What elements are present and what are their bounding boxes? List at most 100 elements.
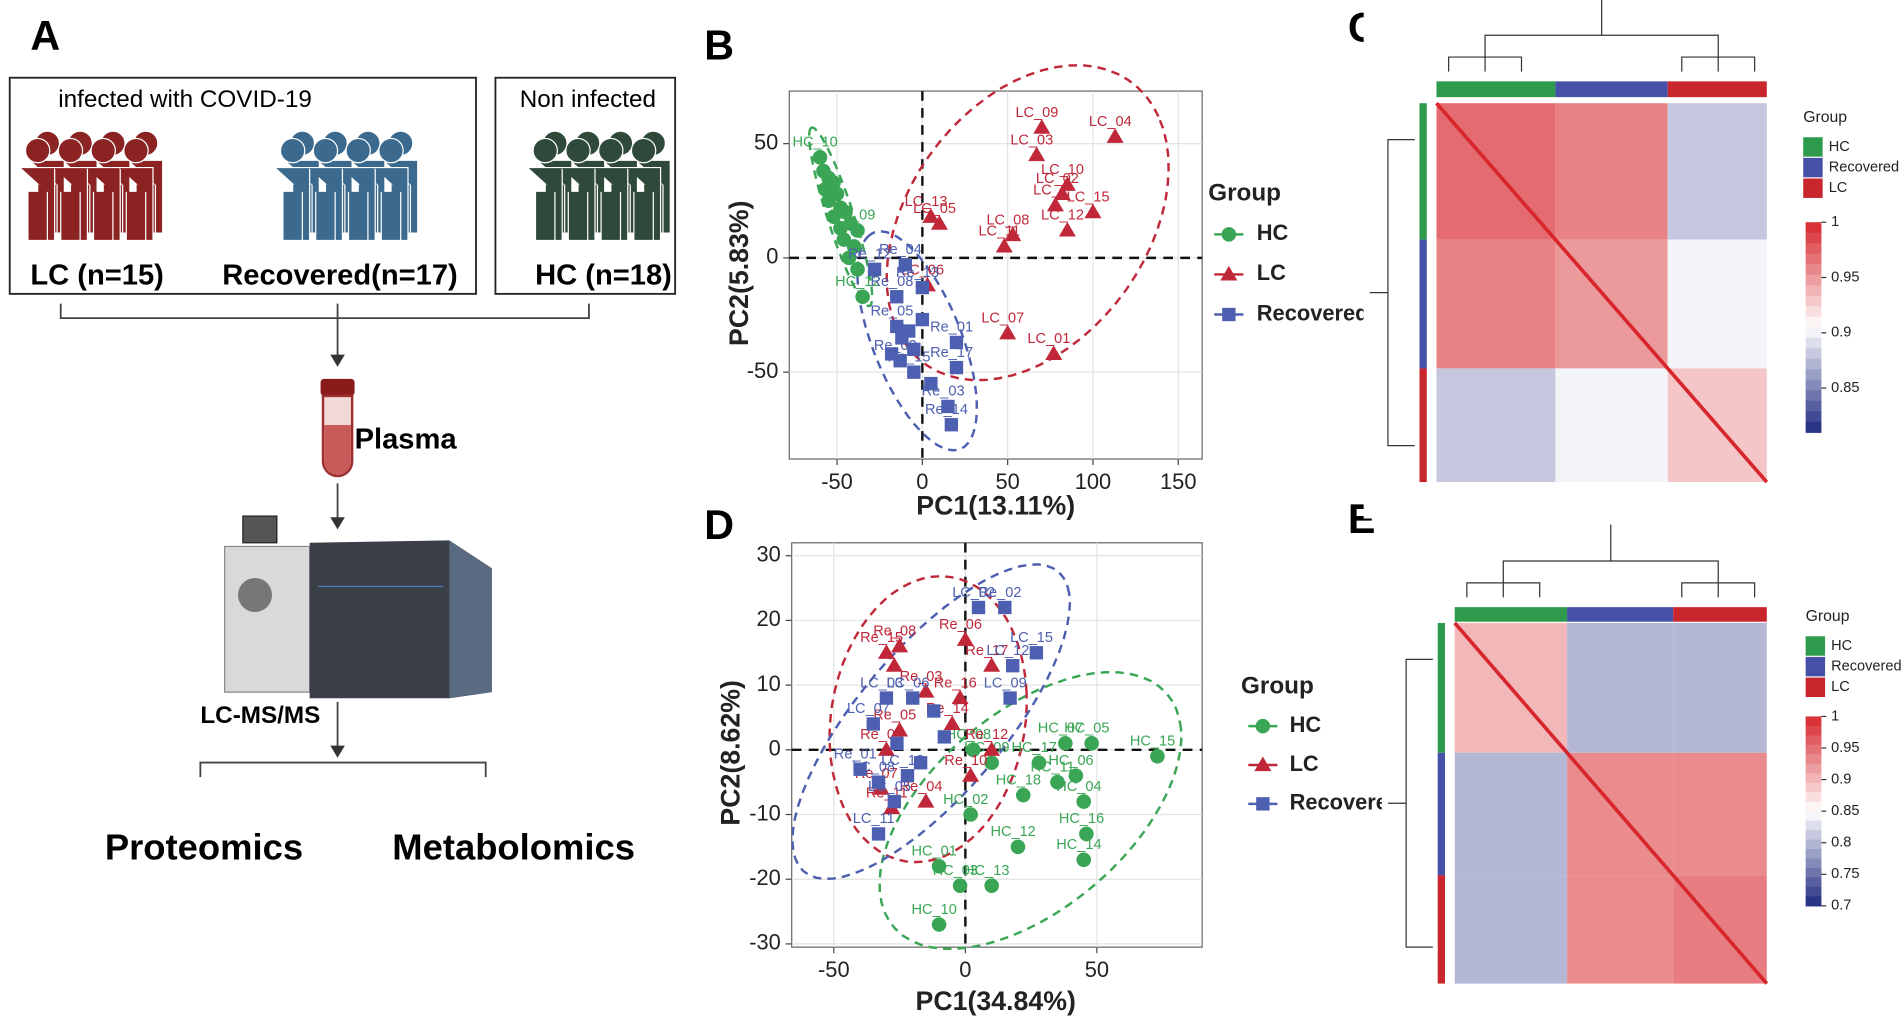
arrow <box>330 354 345 367</box>
colorbar-step <box>1805 295 1822 307</box>
colorbar-step <box>1805 274 1822 286</box>
colorbar-step <box>1805 348 1822 360</box>
colorbar-step <box>1805 811 1822 822</box>
label: LC-MS/MS <box>200 702 320 729</box>
group-bar <box>1437 875 1445 984</box>
colorbar-label: 0.85 <box>1831 803 1859 819</box>
point-label: LC_07 <box>981 311 1024 327</box>
colorbar-step <box>1805 243 1822 255</box>
y-tick-label: 30 <box>756 541 780 566</box>
heat-cell <box>1555 368 1668 483</box>
person-head <box>123 137 149 164</box>
heat-cell <box>1673 752 1767 876</box>
point-label: HC_10 <box>912 902 957 918</box>
point-label: Re_13 <box>896 265 939 281</box>
legend-marker <box>1221 227 1237 242</box>
arrow <box>330 517 345 530</box>
confidence-ellipse <box>828 574 1028 864</box>
person-body <box>528 166 563 242</box>
person-body <box>593 166 629 242</box>
point <box>871 775 886 789</box>
point-label: Re_08 <box>873 624 916 640</box>
y-tick-label: -30 <box>749 930 781 955</box>
point-label: Re_02 <box>979 585 1022 601</box>
point <box>841 250 857 266</box>
group-bar <box>1437 622 1445 753</box>
point <box>1076 794 1092 809</box>
point <box>943 715 961 731</box>
point-label: LC_04 <box>1089 114 1132 130</box>
person-head <box>279 137 306 164</box>
x-tick-label: 50 <box>1085 957 1109 982</box>
y-tick-label: 50 <box>754 129 778 154</box>
point <box>902 324 916 338</box>
connector <box>199 761 487 778</box>
colorbar-step <box>1805 858 1822 869</box>
point <box>898 258 912 272</box>
point <box>890 290 904 304</box>
point-label: LC_08 <box>852 759 895 775</box>
point <box>1031 755 1047 771</box>
point <box>1050 774 1065 790</box>
point-label: LC_11 <box>978 224 1020 240</box>
colorbar-step <box>1805 232 1822 244</box>
diagonal <box>1453 621 1769 985</box>
point <box>1058 736 1073 751</box>
point <box>962 767 980 782</box>
point-label: Re_12 <box>965 727 1008 743</box>
heat-cell <box>1667 103 1767 240</box>
point-label: Re_17 <box>965 643 1008 659</box>
group-bar <box>1555 81 1668 98</box>
colorbar-step <box>1805 421 1822 433</box>
instrument <box>309 540 492 699</box>
person-head <box>378 137 404 164</box>
diagonal <box>1435 102 1769 484</box>
colorbar-step <box>1805 849 1822 860</box>
point-label: LC_06 <box>886 675 929 691</box>
box <box>8 76 477 295</box>
legend-label: LC <box>1831 679 1850 695</box>
colorbar-step <box>1805 316 1822 328</box>
confidence-ellipse <box>885 64 1170 382</box>
y-tick-label: -50 <box>747 358 779 383</box>
point-label: HC_09 <box>964 740 1009 756</box>
legend-swatch <box>1805 656 1826 677</box>
colorbar-step <box>1805 744 1822 755</box>
colorbar-step <box>1805 763 1822 774</box>
y-axis-label: PC2(5.83%) <box>724 200 754 345</box>
point-label: Re_04 <box>879 242 922 258</box>
colorbar-step <box>1805 306 1822 318</box>
legend-label: HC <box>1831 638 1852 654</box>
point-label: HC_05 <box>1064 721 1109 737</box>
point-label: Re_17 <box>930 345 973 361</box>
point-label: HC_11 <box>1030 759 1074 775</box>
point <box>826 209 841 225</box>
point <box>891 721 909 737</box>
point <box>906 691 920 705</box>
point <box>836 232 852 247</box>
legend-label: HC <box>1829 139 1850 155</box>
point <box>1010 839 1026 855</box>
legend-title: Group <box>1241 673 1314 700</box>
point <box>983 741 1001 756</box>
point <box>821 193 836 209</box>
point <box>1079 826 1094 842</box>
point <box>931 917 947 932</box>
x-tick-label: 150 <box>1160 469 1196 494</box>
point <box>924 376 938 391</box>
point-label: Re_15 <box>860 630 903 646</box>
confidence-ellipse <box>878 671 1183 951</box>
point-label: LC_10 <box>1041 162 1084 178</box>
label: Recovered(n=17) <box>222 260 458 292</box>
point-label: Re_04 <box>900 779 943 795</box>
point <box>877 741 895 756</box>
point <box>817 182 833 197</box>
point-label: LC_02 <box>952 585 995 601</box>
colorbar-step <box>1805 716 1822 727</box>
point-label: HC_17 <box>1011 740 1056 756</box>
person-head <box>90 137 116 164</box>
heat-cell <box>1454 875 1568 984</box>
person-body <box>626 166 662 242</box>
colorbar-step <box>1805 773 1822 784</box>
